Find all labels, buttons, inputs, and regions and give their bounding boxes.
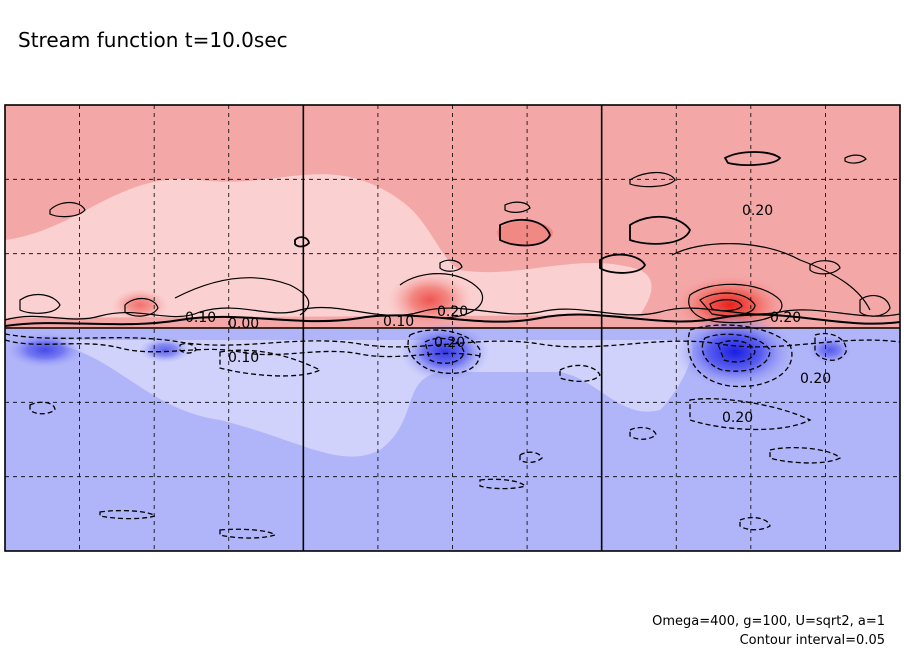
contour-label-positive: 0.00	[228, 316, 259, 332]
contour-label-positive: 0.10	[383, 314, 414, 330]
contour-label-negative: 0.10	[228, 350, 259, 366]
contour-label-positive: 0.20	[437, 304, 468, 320]
contour-label-negative: 0.20	[800, 371, 831, 387]
chart-title: Stream function t=10.0sec	[18, 28, 288, 52]
plot-frame	[4, 104, 901, 552]
blue-core-right	[675, 314, 795, 390]
parameters-note: Omega=400, g=100, U=sqrt2, a=1	[652, 614, 885, 629]
blue-core-left	[5, 332, 85, 368]
red-blob-upper	[497, 221, 553, 245]
negative-light-band	[60, 340, 693, 457]
contour-label-positive: 0.10	[185, 310, 216, 326]
contour-interval-note: Contour interval=0.05	[740, 633, 885, 648]
contour-labels: 0.10 0.00 0.10 0.10 0.20 0.20 0.20 0.20 0.20 0.20	[185, 203, 831, 426]
negative-contours	[5, 324, 900, 539]
contour-label-positive: 0.20	[770, 310, 801, 326]
positive-contours	[5, 151, 900, 327]
blue-core-left2	[139, 337, 191, 363]
grid	[5, 105, 900, 551]
contour-label-negative: 0.20	[722, 410, 753, 426]
contour-label-positive: 0.20	[742, 203, 773, 219]
positive-light-band	[5, 174, 652, 318]
contour-label-negative: 0.20	[434, 335, 465, 351]
